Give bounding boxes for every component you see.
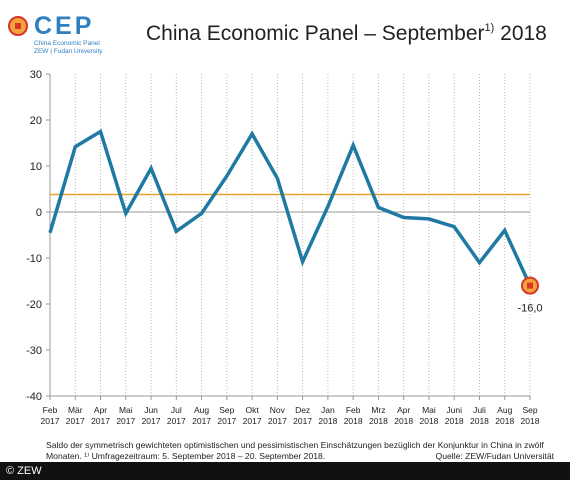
last-point-marker-center (527, 282, 533, 289)
copyright-bar: © ZEW (0, 462, 570, 480)
x-tick-label-month: Feb (43, 405, 58, 415)
x-tick-label-year: 2018 (394, 416, 413, 426)
x-tick-label-year: 2018 (344, 416, 363, 426)
x-tick-label-month: Jun (144, 405, 158, 415)
x-tick-label-month: Aug (497, 405, 512, 415)
y-tick-label: 30 (30, 69, 42, 81)
y-tick-label: -10 (26, 253, 42, 265)
x-tick-label-month: Juli (473, 405, 486, 415)
footnote: Saldo der symmetrisch gewichteten optimi… (46, 440, 544, 461)
cep-logo-mark-icon (8, 16, 28, 36)
x-tick-label-year: 2018 (318, 416, 337, 426)
chart-title-footnote-mark: 1) (484, 22, 495, 34)
x-tick-label-year: 2017 (293, 416, 312, 426)
x-tick-label-month: Nov (270, 405, 286, 415)
x-tick-label-month: Mai (119, 405, 133, 415)
logo-subtitle: China Economic Panel (34, 40, 100, 47)
x-tick-label-year: 2017 (41, 416, 60, 426)
x-tick-label-month: Apr (94, 405, 107, 415)
x-tick-label-month: Sep (522, 405, 537, 415)
main-series-line (48, 128, 532, 287)
x-tick-label-year: 2017 (116, 416, 135, 426)
y-tick-label: -20 (26, 299, 42, 311)
y-tick-label: 0 (36, 207, 42, 219)
x-tick-label-month: Dez (295, 405, 310, 415)
x-tick-label-year: 2017 (243, 416, 262, 426)
x-tick-label-month: Mai (422, 405, 436, 415)
source-note: Quelle: ZEW/Fudan Universität (435, 451, 554, 461)
x-tick-label-year: 2017 (268, 416, 287, 426)
x-tick-label-year: 2018 (521, 416, 540, 426)
x-tick-label-month: Mär (68, 405, 83, 415)
x-tick-label-year: 2017 (217, 416, 236, 426)
y-tick-label: 20 (30, 115, 42, 127)
x-tick-label-year: 2017 (66, 416, 85, 426)
chart-title: China Economic Panel – September1) 2018 (146, 22, 547, 46)
x-tick-label-year: 2018 (470, 416, 489, 426)
x-tick-label-month: Aug (194, 405, 209, 415)
x-tick-label-month: Sep (219, 405, 234, 415)
chart-title-text: China Economic Panel – September (146, 22, 485, 45)
logo-text: CEP (34, 12, 95, 40)
line-chart: 3020100-10-20-30-40Feb2017Mär2017Apr2017… (26, 69, 542, 426)
x-tick-label-month: Juni (446, 405, 462, 415)
last-point-label: -16,0 (517, 303, 542, 315)
x-tick-label-year: 2017 (192, 416, 211, 426)
y-tick-label: 10 (30, 161, 42, 173)
chart-title-year: 2018 (494, 22, 547, 45)
x-tick-label-year: 2018 (369, 416, 388, 426)
cep-logo: CEP China Economic Panel ZEW | Fudan Uni… (8, 10, 128, 55)
x-tick-label-month: Feb (346, 405, 361, 415)
x-tick-label-year: 2017 (142, 416, 161, 426)
x-tick-label-month: Jul (171, 405, 182, 415)
x-tick-label-year: 2018 (445, 416, 464, 426)
x-tick-label-year: 2017 (167, 416, 186, 426)
x-tick-label-month: Apr (397, 405, 410, 415)
x-tick-label-year: 2017 (91, 416, 110, 426)
logo-subtitle-2: ZEW | Fudan University (34, 48, 103, 55)
x-tick-label-year: 2018 (419, 416, 438, 426)
y-tick-label: -30 (26, 345, 42, 357)
x-tick-label-month: Mrz (371, 405, 385, 415)
y-tick-label: -40 (26, 391, 42, 403)
x-tick-label-month: Jan (321, 405, 335, 415)
x-tick-label-year: 2018 (495, 416, 514, 426)
x-tick-label-month: Okt (245, 405, 259, 415)
